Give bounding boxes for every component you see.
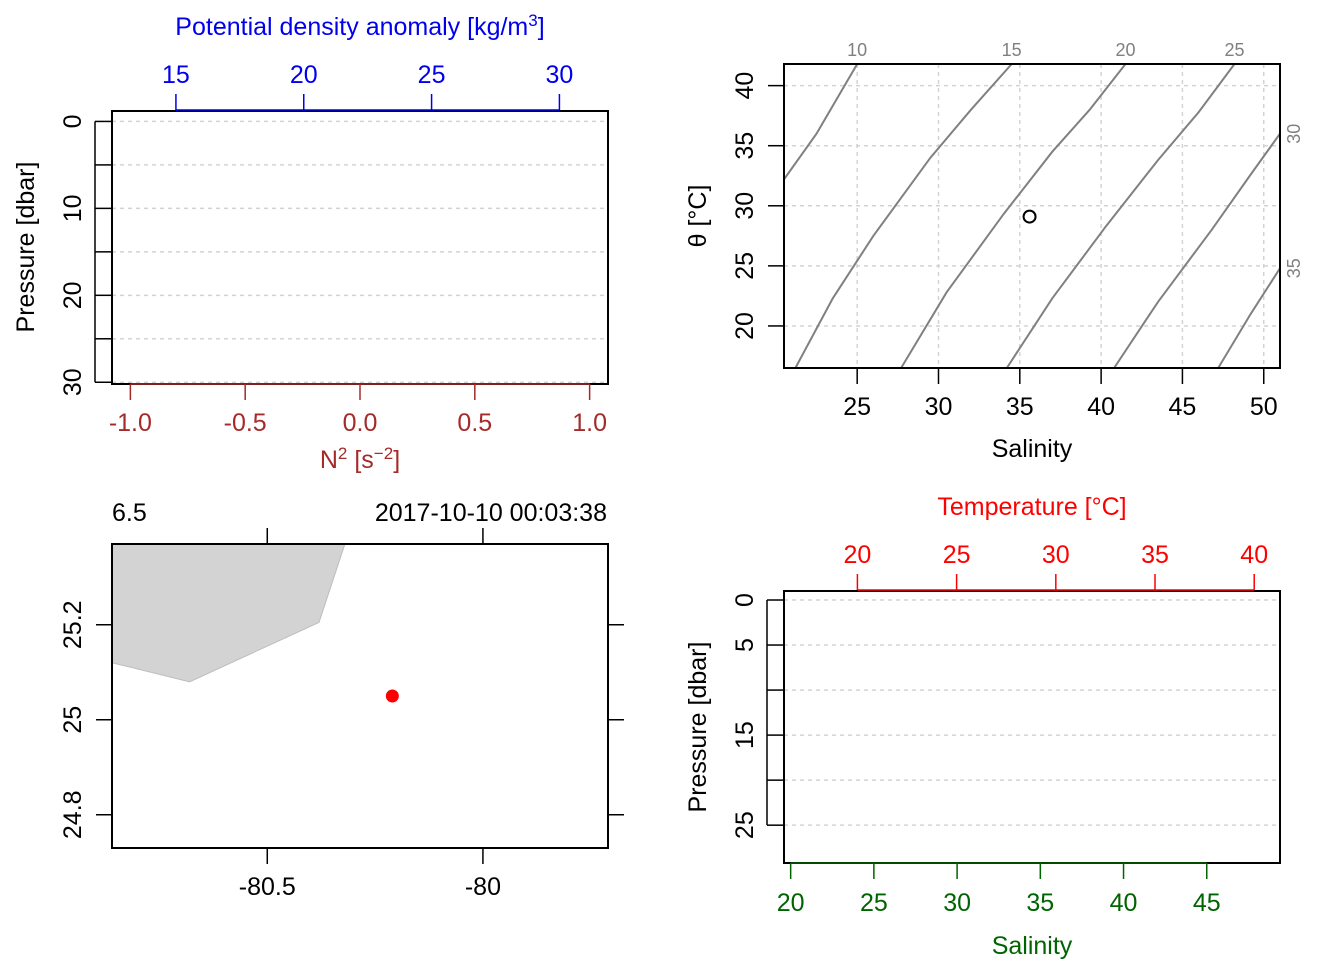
p1-pressure-tick-label: 10 bbox=[59, 194, 87, 222]
p1-density-tick-label: 15 bbox=[162, 61, 190, 89]
p2-salinity-tick-label: 50 bbox=[1250, 393, 1278, 421]
ts-profile-panel: 20 25 30 35 40 20 25 30 35 40 45 0 5 15 25 Temperatu… bbox=[684, 493, 1281, 960]
p1-density-tick-label: 30 bbox=[546, 61, 574, 89]
p2-salinity-axis-label: Salinity bbox=[992, 435, 1073, 463]
p2-theta-tick-label: 30 bbox=[731, 192, 759, 220]
p1-pressure-axis: 0 10 20 30 bbox=[59, 114, 111, 396]
p2-isopycnal-label: 25 bbox=[1224, 40, 1244, 60]
p2-isopycnal-label: 10 bbox=[847, 40, 867, 60]
p2-isopycnal-label: 35 bbox=[1284, 258, 1304, 278]
p3-station-point bbox=[385, 689, 399, 703]
p4-temperature-tick-label: 20 bbox=[844, 541, 872, 569]
p3-map-axes: -80.5 -80 24.8 25 25.2 bbox=[59, 528, 624, 901]
p2-isopycnal-line bbox=[900, 64, 1127, 368]
p4-salinity-axis-label: Salinity bbox=[992, 932, 1073, 960]
p3-coastline-land bbox=[112, 544, 346, 683]
p1-density-axis: 15 20 25 30 bbox=[162, 61, 574, 111]
p2-plot-frame bbox=[783, 63, 1281, 369]
p4-salinity-axis: 20 25 30 35 40 45 bbox=[777, 862, 1221, 917]
p3-lat-tick-label: 25.2 bbox=[59, 600, 87, 649]
p3-station-label: 6.5 bbox=[112, 499, 147, 527]
p1-pressure-tick-label: 30 bbox=[59, 368, 87, 396]
p4-temperature-axis: 20 25 30 35 40 bbox=[844, 541, 1268, 591]
p1-density-tick-label: 25 bbox=[418, 61, 446, 89]
p2-salinity-tick-label: 40 bbox=[1087, 393, 1115, 421]
density-profile-panel: 15 20 25 30 -1.0 -0.5 0.0 0.5 1.0 0 10 20 30 Poten… bbox=[12, 11, 609, 475]
p1-n2-tick-label: 0.5 bbox=[457, 409, 492, 437]
p4-temperature-tick-label: 40 bbox=[1240, 541, 1268, 569]
p2-theta-tick-label: 40 bbox=[731, 72, 759, 100]
p4-plot-frame bbox=[783, 590, 1281, 864]
p2-isopycnal-line bbox=[794, 64, 1013, 368]
p1-n2-axis: -1.0 -0.5 0.0 0.5 1.0 bbox=[109, 383, 607, 437]
p1-pressure-tick-label: 0 bbox=[59, 114, 87, 128]
p2-theta-tick-label: 35 bbox=[731, 132, 759, 160]
p3-lat-tick-label: 25 bbox=[59, 706, 87, 734]
station-map-panel: -80.5 -80 24.8 25 25.2 6.5 2017-10-10 00:03:… bbox=[59, 499, 624, 901]
p3-station-time: 2017-10-10 00:03:38 bbox=[375, 499, 607, 527]
p4-pressure-tick-label: 25 bbox=[731, 811, 759, 839]
p2-gridlines bbox=[784, 64, 1280, 368]
p4-pressure-axis-label: Pressure [dbar] bbox=[684, 642, 712, 813]
p4-salinity-tick-label: 25 bbox=[860, 889, 888, 917]
p4-salinity-tick-label: 45 bbox=[1193, 889, 1221, 917]
p4-salinity-tick-label: 20 bbox=[777, 889, 805, 917]
p2-theta-axis-label: θ [°C] bbox=[684, 185, 712, 248]
p4-pressure-axis: 0 5 15 25 bbox=[731, 593, 783, 839]
p1-n2-axis-label: N2 [s−2] bbox=[320, 444, 400, 475]
p2-theta-tick-label: 20 bbox=[731, 312, 759, 340]
p1-density-axis-label: Potential density anomaly [kg/m3] bbox=[175, 11, 544, 42]
p2-isopycnal-label: 20 bbox=[1115, 40, 1135, 60]
p4-salinity-tick-label: 30 bbox=[943, 889, 971, 917]
p2-theta-axis: 20 25 30 35 40 bbox=[731, 72, 784, 340]
p2-salinity-axis: 25 30 35 40 45 50 bbox=[843, 368, 1278, 421]
p2-isopycnal-line bbox=[1217, 267, 1280, 368]
p4-gridlines bbox=[784, 599, 1280, 826]
p1-density-tick-label: 20 bbox=[290, 61, 318, 89]
p2-isopycnal-line bbox=[1113, 133, 1280, 368]
p3-plot-frame bbox=[111, 543, 609, 849]
p3-station-points bbox=[385, 689, 399, 703]
p2-salinity-tick-label: 30 bbox=[925, 393, 953, 421]
p1-n2-tick-label: -1.0 bbox=[109, 409, 152, 437]
p1-pressure-tick-label: 20 bbox=[59, 281, 87, 309]
p1-pressure-axis-label: Pressure [dbar] bbox=[12, 162, 40, 333]
p3-lon-tick-label: -80.5 bbox=[239, 873, 296, 901]
p1-gridlines bbox=[112, 120, 608, 384]
p2-salinity-tick-label: 45 bbox=[1169, 393, 1197, 421]
p1-n2-tick-label: 1.0 bbox=[572, 409, 607, 437]
p2-isopycnal-line bbox=[1005, 64, 1236, 368]
p1-plot-frame bbox=[111, 110, 609, 385]
p2-data-points bbox=[1022, 209, 1037, 224]
p2-isopycnal-label: 30 bbox=[1284, 124, 1304, 144]
p2-data-point bbox=[1022, 209, 1037, 224]
p2-theta-tick-label: 25 bbox=[731, 252, 759, 280]
p4-temperature-tick-label: 25 bbox=[943, 541, 971, 569]
p4-salinity-tick-label: 35 bbox=[1026, 889, 1054, 917]
p1-n2-tick-label: -0.5 bbox=[224, 409, 267, 437]
p2-salinity-tick-label: 35 bbox=[1006, 393, 1034, 421]
p3-lon-tick-label: -80 bbox=[465, 873, 501, 901]
p3-lat-tick-label: 24.8 bbox=[59, 790, 87, 839]
p1-n2-tick-label: 0.0 bbox=[343, 409, 378, 437]
ts-diagram-panel: 10 15 20 25 30 35 25 30 35 40 45 50 20 25 30 35 40 Sal… bbox=[684, 40, 1304, 463]
p2-isopycnal-line bbox=[784, 64, 859, 180]
p4-temperature-axis-label: Temperature [°C] bbox=[937, 493, 1126, 521]
p4-temperature-tick-label: 30 bbox=[1042, 541, 1070, 569]
p4-salinity-tick-label: 40 bbox=[1110, 889, 1138, 917]
p2-isopycnals bbox=[784, 64, 1280, 368]
p4-pressure-tick-label: 0 bbox=[731, 593, 759, 607]
p2-isopycnal-labels: 10 15 20 25 30 35 bbox=[847, 40, 1304, 278]
p2-isopycnal-label: 15 bbox=[1002, 40, 1022, 60]
p4-pressure-tick-label: 15 bbox=[731, 721, 759, 749]
p4-pressure-tick-label: 5 bbox=[731, 638, 759, 652]
p4-temperature-tick-label: 35 bbox=[1141, 541, 1169, 569]
p2-salinity-tick-label: 25 bbox=[843, 393, 871, 421]
